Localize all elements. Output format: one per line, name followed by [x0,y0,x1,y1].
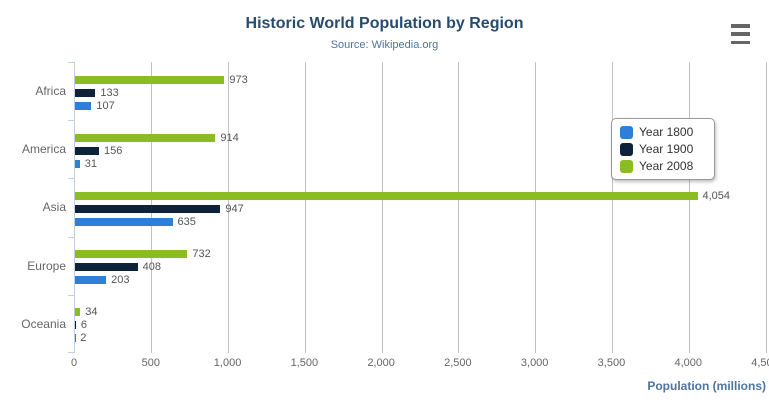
legend-swatch-icon [620,125,633,139]
bar-value-label: 408 [142,261,161,274]
x-tick-label: 3,500 [597,357,626,369]
bar-value-label: 34 [85,306,98,319]
hamburger-icon [731,40,750,44]
gridline [381,62,383,353]
x-tick-label: 4,000 [674,357,702,369]
bar[interactable] [75,250,188,259]
legend: Year 1800 Year 1900 Year 2008 [611,118,715,180]
plot-area: 973 133 107 914 156 31 4,054 947 635 732 408 203 34 6… [68,62,767,353]
gridline [765,62,767,353]
gridline [688,62,690,353]
bar[interactable] [75,75,225,84]
category-tick [68,236,75,238]
legend-item[interactable]: Year 1800 [620,125,706,139]
legend-label: Year 2008 [639,159,694,173]
bar-value-label: 6 [80,319,88,332]
category-label: Africa [35,84,66,99]
bar[interactable] [75,204,221,213]
bar-value-label: 4,054 [702,189,731,202]
bar-value-label: 947 [225,202,244,215]
legend-label: Year 1800 [639,125,694,139]
category-axis-labels: Africa America Asia Europe Oceania [0,62,66,353]
gridline [228,62,230,353]
x-tick-label: 2,500 [444,357,472,369]
x-tick-label: 3,000 [520,357,549,369]
bar[interactable] [75,133,216,142]
bar-value-label: 2 [80,332,87,345]
bar[interactable] [75,308,81,317]
bar[interactable] [75,146,99,155]
x-tick-label: 2,000 [367,357,395,369]
bar[interactable] [75,101,92,110]
category-label: Europe [27,258,66,273]
category-label: America [21,142,66,157]
legend-item[interactable]: Year 2008 [620,159,706,173]
legend-label: Year 1900 [639,142,694,156]
bar-value-label: 107 [96,99,115,112]
category-tick [68,62,75,63]
chart-subtitle: Source: Wikipedia.org [330,39,439,51]
bar-value-label: 973 [229,73,248,86]
chart-title: Historic World Population by Region [245,15,524,32]
category-tick [68,120,75,122]
x-tick-label: 1,500 [290,357,319,369]
legend-item[interactable]: Year 1900 [620,142,706,156]
legend-swatch-icon [620,159,633,173]
bar[interactable] [75,321,76,330]
bar[interactable] [75,191,698,200]
bar[interactable] [75,88,96,97]
bar[interactable] [75,263,138,272]
bar[interactable] [75,159,80,168]
bar-value-label: 133 [100,86,119,99]
category-tick [68,294,75,296]
value-axis-labels: 0 500 1,000 1,500 2,000 2,500 3,000 3,500 4,000 4… [0,357,769,371]
hamburger-icon [731,24,750,28]
bar-value-label: 31 [84,157,97,170]
category-tick [68,352,75,353]
bar-value-label: 203 [111,274,130,287]
x-tick-label: 4,500 [751,357,769,369]
bar-value-label: 732 [192,248,211,261]
bar-value-label: 914 [220,131,239,144]
category-label: Oceania [21,316,66,331]
bar-value-label: 635 [177,215,196,228]
gridline [535,62,537,353]
x-tick-label: 500 [141,357,160,369]
hamburger-icon [731,32,750,36]
category-label: Asia [42,200,66,215]
x-tick-label: 1,000 [213,357,242,369]
x-axis-title: Population (millions) [647,379,766,393]
category-tick [68,178,75,180]
legend-swatch-icon [620,142,633,156]
bar-value-label: 156 [103,144,123,157]
gridline [458,62,460,353]
bar[interactable] [75,217,173,226]
gridline [304,62,306,353]
gridline [611,62,613,353]
x-tick-label: 0 [70,357,78,369]
bar[interactable] [75,276,107,285]
export-menu-button[interactable] [731,24,750,44]
